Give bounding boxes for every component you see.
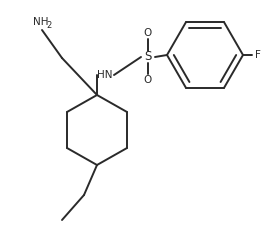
- Text: O: O: [144, 28, 152, 38]
- Text: O: O: [144, 75, 152, 85]
- Text: 2: 2: [46, 22, 51, 30]
- Text: F: F: [255, 50, 261, 60]
- Text: NH: NH: [33, 17, 49, 27]
- Text: S: S: [144, 50, 152, 64]
- Text: HN: HN: [97, 70, 113, 80]
